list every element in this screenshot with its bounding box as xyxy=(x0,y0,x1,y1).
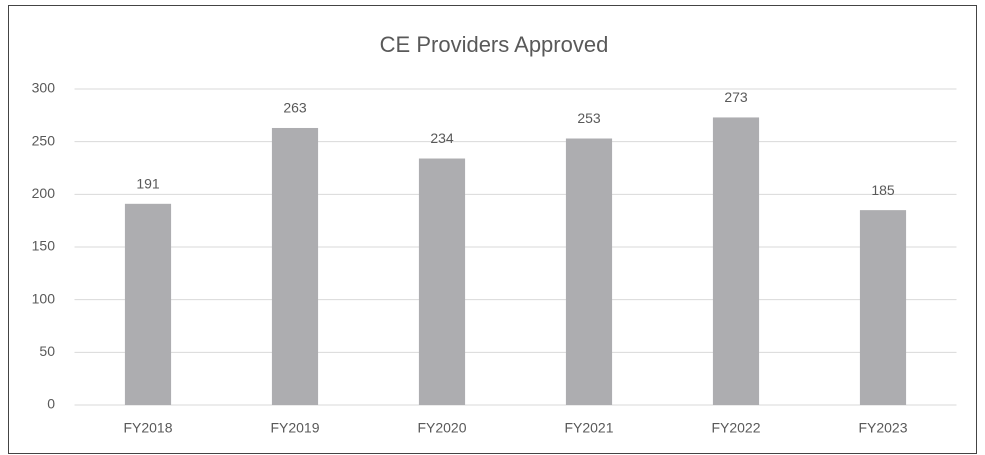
bar xyxy=(859,210,907,405)
y-tick-label: 250 xyxy=(32,132,56,148)
y-tick-label: 150 xyxy=(32,238,56,254)
data-label: 273 xyxy=(724,89,748,105)
x-tick-label: FY2020 xyxy=(417,420,466,436)
x-tick-label: FY2018 xyxy=(123,420,172,436)
data-label: 185 xyxy=(871,182,895,198)
x-tick-label: FY2022 xyxy=(711,420,760,436)
y-tick-label: 100 xyxy=(32,290,56,306)
y-tick-label: 50 xyxy=(39,343,55,359)
bar xyxy=(418,158,466,405)
data-label: 234 xyxy=(430,130,454,146)
chart-title: CE Providers Approved xyxy=(380,32,609,57)
bar xyxy=(271,127,319,406)
x-tick-label: FY2023 xyxy=(858,420,907,436)
y-tick-label: 0 xyxy=(47,396,55,412)
x-tick-label: FY2019 xyxy=(270,420,319,436)
bar xyxy=(124,203,172,405)
y-tick-label: 200 xyxy=(32,185,56,201)
data-label: 191 xyxy=(136,176,160,192)
y-tick-label: 300 xyxy=(32,80,56,96)
data-label: 253 xyxy=(577,110,601,126)
bar xyxy=(565,138,613,406)
data-label: 263 xyxy=(283,100,307,116)
x-tick-label: FY2021 xyxy=(564,420,613,436)
bar xyxy=(712,117,760,405)
